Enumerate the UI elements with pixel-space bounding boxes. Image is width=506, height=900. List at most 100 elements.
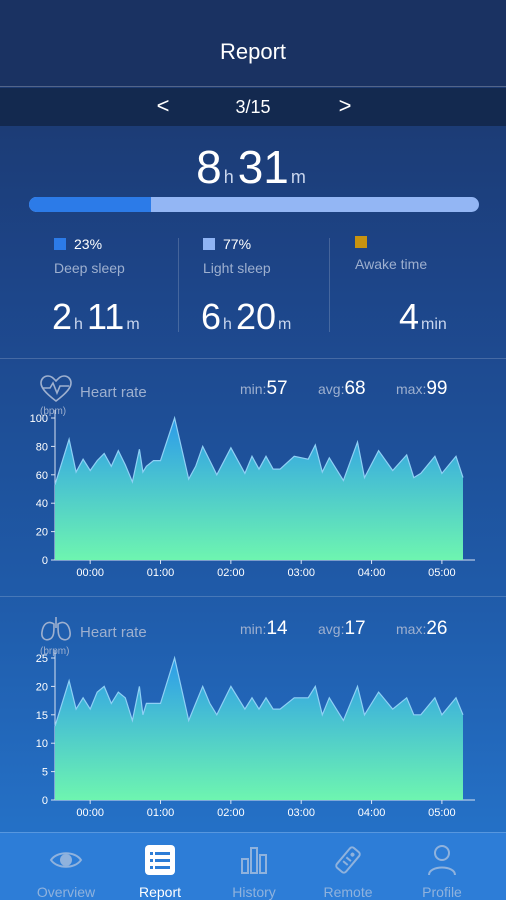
x-tick-label: 01:00 bbox=[147, 807, 175, 819]
x-tick-label: 03:00 bbox=[287, 807, 315, 819]
heart-rate-title: Heart rate bbox=[80, 384, 147, 401]
section-divider bbox=[0, 358, 506, 359]
heart-rate-max-value: 99 bbox=[426, 378, 448, 399]
series-area bbox=[55, 658, 463, 800]
tab-remote[interactable]: Remote bbox=[300, 833, 396, 900]
breath-rate-chart: 0 5 10 15 20 25 00:00 01:00 02:00 03:00 04:00 05:00 bbox=[36, 650, 475, 819]
heart-rate-min-label: min: bbox=[240, 381, 267, 397]
heart-rate-avg: avg:68 bbox=[318, 378, 366, 400]
heart-rate-max-label: max: bbox=[396, 381, 427, 397]
x-tick-label: 00:00 bbox=[76, 807, 104, 819]
x-tick-label: 00:00 bbox=[76, 567, 104, 579]
tab-report-label: Report bbox=[138, 884, 182, 900]
lungs-icon bbox=[41, 617, 71, 641]
tab-history-label: History bbox=[232, 884, 276, 900]
total-minutes-unit: m bbox=[290, 167, 306, 187]
breath-rate-max-value: 26 bbox=[426, 618, 448, 639]
heart-rate-max: max:99 bbox=[396, 378, 447, 400]
breath-rate-avg-value: 17 bbox=[344, 618, 366, 639]
light-sleep-stat: 77% Light sleep 6 h 20 m bbox=[201, 236, 323, 337]
light-sleep-minutes: 20 bbox=[235, 296, 276, 337]
light-sleep-percent: 77% bbox=[223, 236, 252, 252]
bottom-tab-bar: Overview Report History Remote bbox=[0, 832, 506, 900]
deep-sleep-swatch bbox=[54, 238, 66, 250]
y-tick-label: 40 bbox=[36, 498, 48, 510]
total-hours-unit: h bbox=[223, 167, 234, 187]
x-tick-label: 03:00 bbox=[287, 567, 315, 579]
y-tick-label: 25 bbox=[36, 653, 48, 665]
light-sleep-hours: 6 bbox=[201, 296, 222, 337]
stat-divider bbox=[178, 238, 179, 332]
y-tick-label: 20 bbox=[36, 527, 48, 539]
list-icon bbox=[145, 845, 175, 875]
awake-time-stat: Awake time 4 min bbox=[355, 236, 485, 337]
breath-rate-title: Heart rate bbox=[80, 624, 147, 641]
breath-rate-min: min:14 bbox=[240, 618, 288, 640]
tab-overview-label: Overview bbox=[36, 884, 96, 900]
stat-divider bbox=[329, 238, 330, 332]
y-tick-label: 10 bbox=[36, 738, 48, 750]
heart-rate-avg-label: avg: bbox=[318, 381, 345, 397]
heart-rate-unit: (bpm) bbox=[40, 406, 67, 417]
light-sleep-hours-unit: h bbox=[223, 316, 232, 333]
heart-rate-chart: 0 20 40 60 80 100 00:00 01:00 02:00 03:00 04:00 05:… bbox=[30, 410, 475, 579]
y-tick-label: 5 bbox=[42, 767, 48, 779]
tab-profile[interactable]: Profile bbox=[394, 833, 490, 900]
breath-rate-max-label: max: bbox=[396, 621, 427, 637]
prev-page-button[interactable]: < bbox=[156, 93, 170, 118]
deep-sleep-hours-unit: h bbox=[74, 316, 83, 333]
y-tick-label: 100 bbox=[30, 413, 48, 425]
light-sleep-label: Light sleep bbox=[203, 260, 271, 276]
tab-overview[interactable]: Overview bbox=[18, 833, 114, 900]
deep-sleep-label: Deep sleep bbox=[54, 260, 125, 276]
light-sleep-minutes-unit: m bbox=[277, 316, 292, 333]
y-tick-label: 15 bbox=[36, 710, 48, 722]
breath-rate-avg-label: avg: bbox=[318, 621, 345, 637]
breath-rate-section: Heart rate (brpm) min:14 avg:17 max:26 0… bbox=[0, 610, 506, 832]
y-tick-label: 0 bbox=[42, 555, 48, 567]
deep-sleep-hours: 2 bbox=[52, 296, 73, 337]
eye-icon bbox=[49, 852, 83, 868]
series-line bbox=[54, 655, 464, 727]
next-page-button[interactable]: > bbox=[338, 93, 352, 118]
breath-rate-min-value: 14 bbox=[266, 618, 288, 639]
light-sleep-swatch bbox=[203, 238, 215, 250]
heart-rate-avg-value: 68 bbox=[344, 378, 366, 399]
y-tick-label: 20 bbox=[36, 681, 48, 693]
page-indicator: 3/15 bbox=[235, 96, 271, 117]
breath-rate-min-label: min: bbox=[240, 621, 267, 637]
x-tick-label: 05:00 bbox=[428, 807, 456, 819]
awake-time-label: Awake time bbox=[355, 256, 428, 272]
x-tick-label: 02:00 bbox=[217, 807, 245, 819]
deep-sleep-minutes-unit: m bbox=[126, 316, 140, 333]
x-tick-label: 02:00 bbox=[217, 567, 245, 579]
awake-minutes-unit: min bbox=[421, 316, 447, 333]
x-tick-label: 01:00 bbox=[147, 567, 175, 579]
deep-sleep-minutes: 11 bbox=[86, 296, 125, 337]
total-sleep-duration: 8 h31 m bbox=[0, 140, 506, 194]
y-tick-label: 0 bbox=[42, 795, 48, 807]
awake-minutes: 4 bbox=[399, 296, 420, 337]
page-title: Report bbox=[219, 39, 287, 64]
deep-sleep-percent: 23% bbox=[74, 236, 103, 252]
bar-chart-icon bbox=[241, 847, 267, 874]
series-line bbox=[54, 415, 464, 485]
tab-profile-label: Profile bbox=[422, 884, 462, 900]
series-area bbox=[55, 418, 463, 560]
tab-remote-label: Remote bbox=[323, 884, 373, 900]
app-header: Report bbox=[0, 0, 506, 87]
section-divider bbox=[0, 596, 506, 597]
heart-rate-min: min:57 bbox=[240, 378, 288, 400]
x-tick-label: 04:00 bbox=[358, 567, 386, 579]
deep-sleep-stat: 23% Deep sleep 2 h 11 m bbox=[52, 236, 174, 337]
remote-icon bbox=[335, 846, 361, 874]
tab-history[interactable]: History bbox=[206, 833, 302, 900]
person-icon bbox=[428, 845, 456, 876]
date-pager: < 3/15 > bbox=[0, 88, 506, 126]
x-tick-label: 04:00 bbox=[358, 807, 386, 819]
x-tick-label: 05:00 bbox=[428, 567, 456, 579]
tab-report[interactable]: Report bbox=[112, 833, 208, 900]
y-tick-label: 80 bbox=[36, 441, 48, 453]
